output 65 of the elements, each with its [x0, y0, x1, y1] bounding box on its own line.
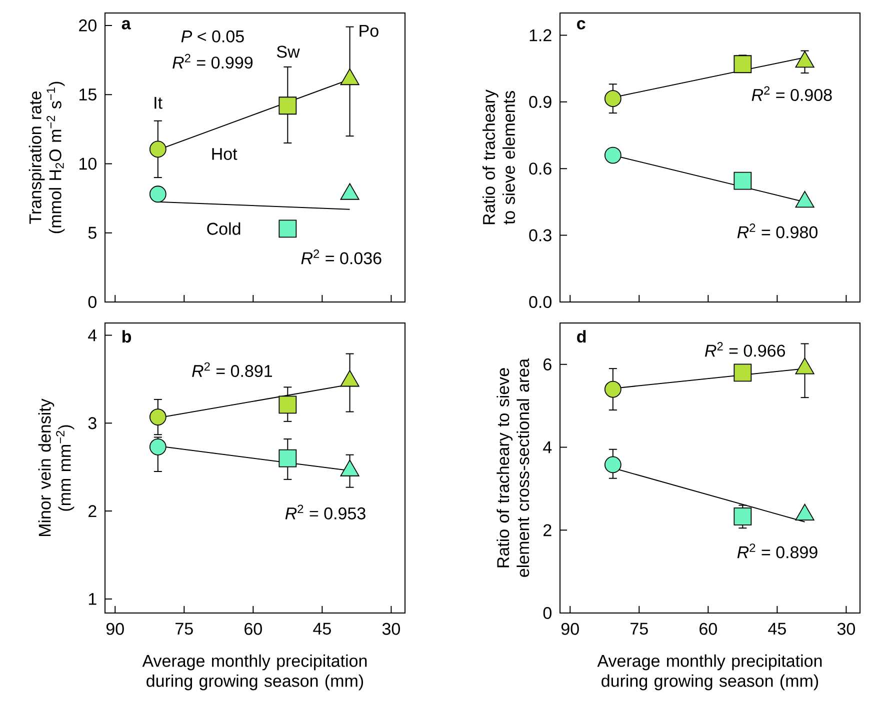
- x-tick-label: 30: [837, 622, 855, 635]
- x-tick-label: 90: [561, 622, 579, 635]
- x-tick-label: 90: [106, 622, 124, 635]
- x-tick-label: 45: [768, 622, 786, 635]
- point: [149, 140, 166, 158]
- y-tick-label: 1.2: [530, 29, 552, 42]
- point: [604, 146, 622, 164]
- annotation: P < 0.05: [181, 30, 244, 42]
- annotation: R$^{2}$ = 0.036: [301, 250, 382, 264]
- annotation: It: [154, 96, 162, 109]
- y-tick-label: 0.0: [529, 296, 552, 308]
- annotation: R$^{2}$ = 0.953: [285, 504, 366, 520]
- y-tick-label: 10: [80, 158, 96, 170]
- chart-title: b: [122, 330, 132, 343]
- y-tick-label: 0: [543, 606, 552, 620]
- y-tick-label: 0.3: [529, 229, 552, 242]
- point: [604, 90, 622, 108]
- annotation: R$^{2}$ = 0.908: [752, 86, 832, 101]
- point: [149, 186, 166, 203]
- point: [278, 449, 297, 468]
- y-tick-label: 6: [544, 358, 552, 370]
- x-axis-title: Average monthly precipitation during growing season (mm): [142, 654, 367, 690]
- y-tick-label: 2: [544, 524, 552, 536]
- point: [278, 396, 297, 414]
- point: [604, 456, 622, 474]
- x-tick-label: 45: [313, 622, 331, 635]
- annotation: R$^{2}$ = 0.980: [737, 224, 818, 238]
- x-axis-title: Average monthly precipitation during growing season (mm): [597, 654, 822, 690]
- point: [734, 508, 752, 526]
- y-tick-label: 3: [88, 417, 96, 430]
- annotation: R$^{2}$ = 0.891: [192, 362, 272, 378]
- x-tick-label: 30: [382, 622, 400, 635]
- x-tick-label: 75: [630, 622, 648, 635]
- y-tick-label: 4: [543, 441, 552, 454]
- point: [604, 380, 622, 398]
- y-tick-label: 5: [88, 226, 96, 239]
- y-tick-label: 15: [80, 88, 96, 101]
- point: [734, 364, 752, 382]
- chart-title: a: [122, 20, 131, 30]
- annotation: Hot: [212, 148, 238, 160]
- point: [734, 55, 752, 74]
- annotation: R$^{2}$ = 0.899: [737, 544, 818, 558]
- y-tick-label: 0.9: [529, 96, 552, 108]
- annotation: R$^{2}$ = 0.966: [704, 342, 785, 357]
- y-axis-title: Ratio of tracheary to sieve elements: [482, 90, 515, 224]
- y-tick-label: 2: [88, 505, 96, 517]
- annotation: R$^{2}$ = 0.999: [172, 54, 253, 69]
- y-tick-label: 1: [88, 593, 96, 605]
- annotation: Cold: [207, 222, 240, 235]
- y-tick-label: 0: [88, 296, 96, 308]
- x-tick-label: 60: [244, 622, 262, 635]
- y-tick-label: 4: [88, 329, 97, 342]
- y-tick-label: 20: [79, 19, 96, 32]
- point: [278, 96, 297, 115]
- chart-title: d: [577, 330, 586, 343]
- point: [278, 220, 297, 238]
- y-tick-label: 0.6: [529, 162, 552, 175]
- point: [149, 408, 166, 426]
- annotation: Po: [360, 24, 378, 37]
- x-tick-label: 75: [176, 622, 193, 635]
- chart-title: c: [577, 20, 586, 30]
- point: [734, 172, 752, 190]
- annotation: Sw: [276, 46, 300, 58]
- y-axis-title: Ratio of tracheary to sieve element cross-sectional area: [496, 358, 530, 577]
- x-tick-label: 60: [700, 622, 717, 635]
